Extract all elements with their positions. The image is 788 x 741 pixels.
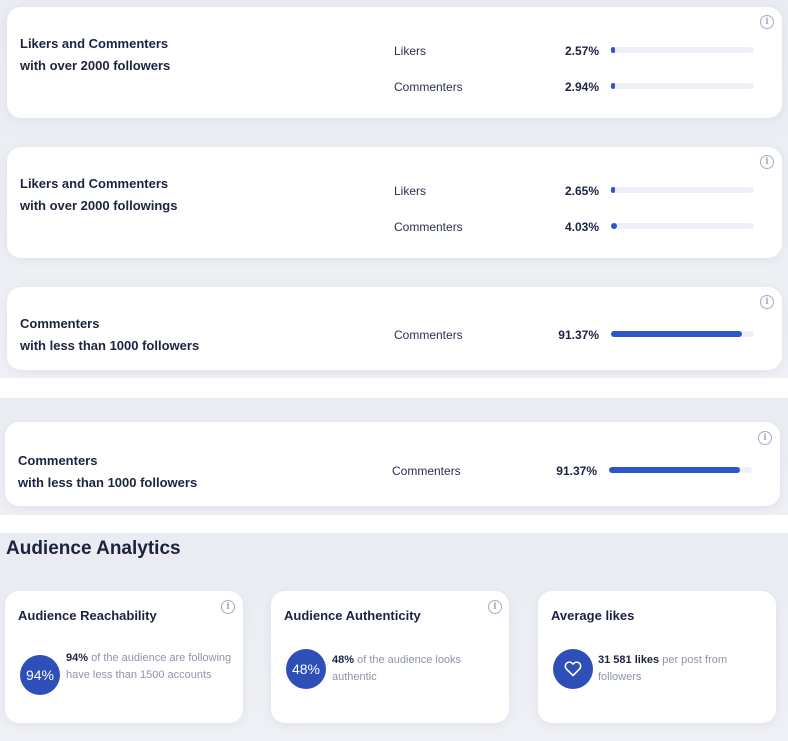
card-title-line-1: Commenters	[18, 453, 98, 468]
row-value-likers: 2.57%	[564, 44, 599, 58]
card-title: Average likes	[551, 608, 635, 623]
audience-authenticity-card: Audience Authenticity i 48% 48% of the a…	[271, 591, 509, 723]
reachability-badge: 94%	[20, 655, 60, 695]
commenters-progress-bar	[611, 83, 754, 89]
audience-reachability-card: Audience Reachability i 94% 94% of the a…	[5, 591, 243, 723]
authenticity-text: of the audience looks authentic	[332, 654, 462, 683]
card-title: Audience Authenticity	[284, 608, 421, 623]
commenters-progress-fill	[609, 467, 740, 473]
card-title-line-2: with less than 1000 followers	[20, 338, 200, 353]
reachability-text: of the audience are following have less …	[66, 652, 232, 681]
metric-card-followers-over-2000: Likers and Commenters with over 2000 fol…	[7, 7, 782, 118]
metric-card-followings-over-2000: Likers and Commenters with over 2000 fol…	[7, 147, 782, 258]
row-label-likers: Likers	[394, 44, 427, 58]
metric-card-commenters-under-1000: Commenters with less than 1000 followers…	[7, 287, 782, 370]
info-icon[interactable]: i	[221, 600, 235, 614]
row-value-commenters: 91.37%	[558, 328, 599, 342]
commenters-progress-fill	[611, 223, 617, 229]
audience-analytics-heading: Audience Analytics	[6, 538, 181, 559]
row-label-commenters: Commenters	[394, 80, 463, 94]
average-likes-text: per post from followers	[598, 654, 728, 683]
info-icon[interactable]: i	[760, 295, 774, 309]
info-icon[interactable]: i	[760, 155, 774, 169]
likers-progress-fill	[611, 187, 615, 193]
card-title-line-1: Likers and Commenters	[20, 36, 169, 51]
heart-icon	[553, 649, 593, 689]
card-title: Audience Reachability	[18, 608, 157, 623]
row-value-commenters: 91.37%	[556, 464, 597, 478]
authenticity-badge: 48%	[286, 649, 326, 689]
authenticity-highlight: 48%	[332, 654, 355, 666]
authenticity-description: 48% of the audience looks authentic	[332, 652, 492, 686]
commenters-progress-fill	[611, 83, 615, 89]
reachability-description: 94% of the audience are following have l…	[66, 650, 236, 684]
card-title: Likers and Commenters with over 2000 fol…	[20, 33, 170, 77]
info-icon[interactable]: i	[488, 600, 502, 614]
card-title: Commenters with less than 1000 followers	[20, 313, 199, 357]
average-likes-card: Average likes 31 581 likes per post from…	[538, 591, 776, 723]
average-likes-highlight: 31 581 likes	[598, 654, 660, 666]
row-label-commenters: Commenters	[394, 220, 463, 234]
card-title-line-1: Likers and Commenters	[20, 176, 169, 191]
row-label-commenters: Commenters	[394, 328, 463, 342]
card-title-line-2: with over 2000 followings	[20, 198, 178, 213]
commenters-progress-bar	[611, 223, 754, 229]
likers-progress-bar	[611, 47, 754, 53]
card-title-line-2: with over 2000 followers	[20, 58, 171, 73]
heart-icon-glyph	[564, 661, 582, 677]
average-likes-description: 31 581 likes per post from followers	[598, 652, 763, 686]
info-icon[interactable]: i	[758, 431, 772, 445]
row-label-likers: Likers	[394, 184, 427, 198]
commenters-progress-bar	[611, 331, 754, 337]
row-value-likers: 2.65%	[564, 184, 599, 198]
likers-progress-bar	[611, 187, 754, 193]
commenters-progress-fill	[611, 331, 742, 337]
card-title: Commenters with less than 1000 followers	[18, 450, 197, 494]
reachability-highlight: 94%	[66, 652, 89, 664]
row-value-commenters: 2.94%	[564, 80, 599, 94]
likers-progress-fill	[611, 47, 615, 53]
card-title-line-2: with less than 1000 followers	[18, 475, 198, 490]
row-label-commenters: Commenters	[392, 464, 461, 478]
commenters-progress-bar	[609, 467, 752, 473]
row-value-commenters: 4.03%	[564, 220, 599, 234]
metric-card-commenters-under-1000-duplicate: Commenters with less than 1000 followers…	[5, 422, 780, 506]
card-title-line-1: Commenters	[20, 316, 100, 331]
info-icon[interactable]: i	[760, 15, 774, 29]
card-title: Likers and Commenters with over 2000 fol…	[20, 173, 177, 217]
